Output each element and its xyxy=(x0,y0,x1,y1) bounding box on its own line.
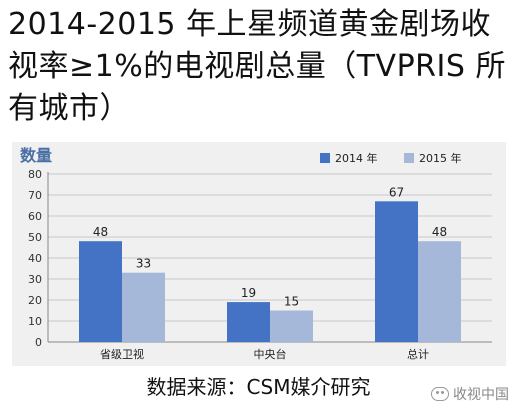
x-tick-label: 总计 xyxy=(407,347,429,361)
chart-title: 2014-2015 年上星频道黄金剧场收视率≥1%的电视剧总量（TVPRIS 所… xyxy=(8,7,506,126)
wechat-icon xyxy=(431,387,449,401)
legend-swatch xyxy=(320,153,330,163)
watermark-text: 收视中国 xyxy=(453,387,509,403)
y-tick-label: 50 xyxy=(28,231,42,244)
y-tick-label: 0 xyxy=(35,336,42,349)
bar xyxy=(122,272,165,342)
y-tick-label: 20 xyxy=(28,294,42,307)
data-label: 15 xyxy=(284,295,299,309)
y-tick-label: 40 xyxy=(28,252,42,265)
data-label: 67 xyxy=(389,185,404,199)
legend-label: 2015 年 xyxy=(419,151,462,165)
y-tick-label: 70 xyxy=(28,189,42,202)
chart-area: 数量 0 10 20 30 40 50 60 70 80 48 33 省级卫视 19 15 中央台 67 48 总计… xyxy=(12,142,506,366)
x-tick-label: 省级卫视 xyxy=(100,347,144,361)
legend-label: 2014 年 xyxy=(335,151,378,165)
y-tick-label: 60 xyxy=(28,210,42,223)
legend-swatch xyxy=(404,153,414,163)
watermark: 收视中国 xyxy=(431,384,509,404)
y-axis-label: 数量 xyxy=(20,146,52,165)
source-note: 数据来源：CSM媒介研究 xyxy=(146,375,371,399)
x-tick-label: 中央台 xyxy=(254,347,287,361)
data-label: 19 xyxy=(241,286,256,300)
y-tick-label: 10 xyxy=(28,315,42,328)
bar xyxy=(375,201,418,342)
y-tick-label: 80 xyxy=(28,168,42,181)
y-tick-label: 30 xyxy=(28,273,42,286)
bar xyxy=(79,241,122,342)
bar-chart: 数量 0 10 20 30 40 50 60 70 80 48 33 省级卫视 19 15 中央台 67 48 总计… xyxy=(20,146,492,361)
data-label: 48 xyxy=(432,225,447,239)
bar xyxy=(227,302,270,342)
bar xyxy=(270,310,313,342)
bar xyxy=(418,241,461,342)
data-label: 33 xyxy=(136,257,151,271)
data-label: 48 xyxy=(93,225,108,239)
